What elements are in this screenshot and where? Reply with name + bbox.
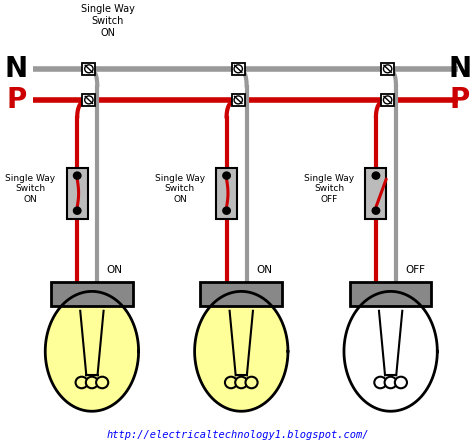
Text: ON: ON bbox=[107, 265, 123, 275]
FancyBboxPatch shape bbox=[216, 168, 237, 219]
FancyBboxPatch shape bbox=[82, 63, 95, 75]
Circle shape bbox=[383, 65, 392, 73]
Circle shape bbox=[383, 96, 392, 104]
Circle shape bbox=[384, 377, 397, 388]
FancyBboxPatch shape bbox=[365, 168, 386, 219]
Text: Single Way
Switch
ON: Single Way Switch ON bbox=[155, 174, 205, 204]
Circle shape bbox=[223, 207, 230, 214]
Circle shape bbox=[372, 207, 380, 214]
FancyBboxPatch shape bbox=[381, 63, 394, 75]
Circle shape bbox=[73, 207, 81, 214]
Text: Single Way
Switch
OFF: Single Way Switch OFF bbox=[304, 174, 355, 204]
Circle shape bbox=[395, 377, 407, 388]
Text: http://electricaltechnology1.blogspot.com/: http://electricaltechnology1.blogspot.co… bbox=[107, 429, 370, 440]
FancyBboxPatch shape bbox=[232, 94, 245, 106]
Circle shape bbox=[85, 96, 93, 104]
Text: ON: ON bbox=[256, 265, 272, 275]
Circle shape bbox=[234, 65, 242, 73]
Circle shape bbox=[75, 377, 88, 388]
Circle shape bbox=[372, 172, 380, 179]
Text: Single Way
Switch
ON: Single Way Switch ON bbox=[6, 174, 55, 204]
FancyBboxPatch shape bbox=[350, 282, 431, 306]
Text: N: N bbox=[448, 55, 472, 83]
Text: Single Way
Switch
ON: Single Way Switch ON bbox=[81, 4, 135, 38]
Polygon shape bbox=[195, 291, 288, 411]
Circle shape bbox=[73, 172, 81, 179]
Text: P: P bbox=[450, 86, 470, 114]
FancyBboxPatch shape bbox=[82, 94, 95, 106]
Text: OFF: OFF bbox=[405, 265, 425, 275]
Polygon shape bbox=[45, 291, 138, 411]
Circle shape bbox=[374, 377, 386, 388]
Circle shape bbox=[86, 377, 98, 388]
Text: P: P bbox=[7, 86, 27, 114]
Circle shape bbox=[96, 377, 108, 388]
Circle shape bbox=[85, 65, 93, 73]
FancyBboxPatch shape bbox=[381, 94, 394, 106]
Polygon shape bbox=[344, 291, 438, 411]
FancyBboxPatch shape bbox=[232, 63, 245, 75]
Circle shape bbox=[235, 377, 247, 388]
FancyBboxPatch shape bbox=[67, 168, 88, 219]
FancyBboxPatch shape bbox=[201, 282, 282, 306]
FancyBboxPatch shape bbox=[51, 282, 133, 306]
Circle shape bbox=[225, 377, 237, 388]
Text: N: N bbox=[5, 55, 28, 83]
Circle shape bbox=[234, 96, 242, 104]
Circle shape bbox=[246, 377, 257, 388]
Circle shape bbox=[223, 172, 230, 179]
